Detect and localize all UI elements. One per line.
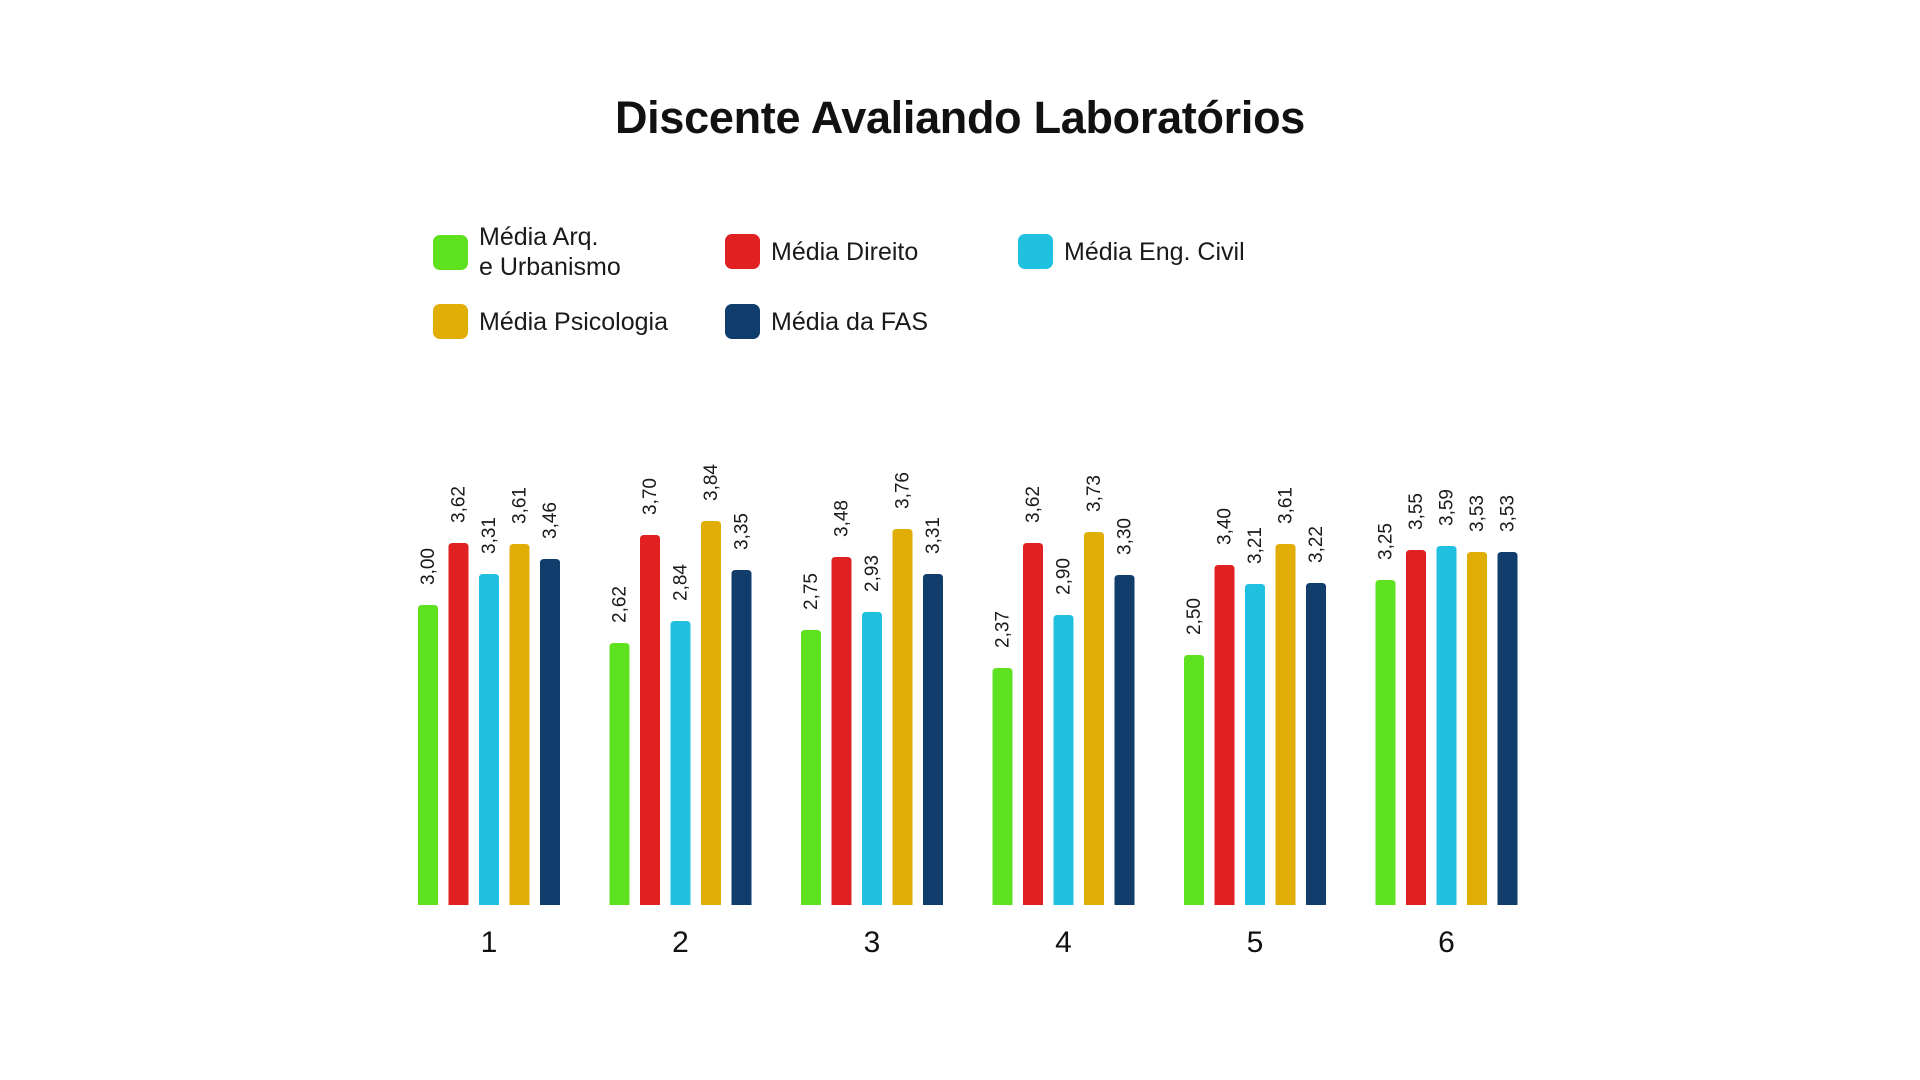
bar-value-label: 2,84 [671,564,692,601]
bar-value-label: 2,62 [610,586,631,623]
bar-series4-cat1 [509,544,530,905]
legend-label-psicologia: Média Psicologia [479,307,668,336]
bar-value-label: 3,48 [832,500,853,537]
bar-value-label: 3,76 [893,472,914,509]
bar-value-label: 3,62 [1023,486,1044,523]
bar-series1-cat3 [801,630,821,905]
bar-series5-cat5 [1306,583,1326,905]
bar-value-label: 3,61 [510,487,531,524]
bar-value-label: 3,40 [1215,508,1236,545]
legend-item-psicologia: Média Psicologia [433,304,668,339]
bar-series2-cat5 [1214,565,1235,905]
legend-swatch-eng-civil [1018,234,1053,269]
bar-series3-cat6 [1436,546,1457,905]
legend-label-eng-civil: Média Eng. Civil [1064,237,1245,266]
legend-item-arq-urbanismo: Média Arq. e Urbanismo [433,222,621,282]
bar-series4-cat2 [701,521,721,905]
bar-series4-cat5 [1275,544,1296,905]
bar-value-label: 3,73 [1084,475,1105,512]
bar-value-label: 3,84 [701,464,722,501]
bar-value-label: 3,62 [449,486,470,523]
legend-item-eng-civil: Média Eng. Civil [1018,234,1245,269]
bar-value-label: 3,00 [418,548,439,585]
bar-series5-cat2 [731,570,752,905]
bar-series5-cat3 [923,574,943,905]
category-label: 6 [1438,926,1455,959]
bar-value-label: 2,50 [1184,598,1205,635]
bar-series1-cat2 [609,643,630,905]
category-label: 5 [1247,926,1264,959]
bar-series4-cat4 [1084,532,1104,905]
bar-value-label: 3,31 [479,517,500,554]
legend-label-arq-urbanismo: Média Arq. e Urbanismo [479,223,621,281]
bar-series3-cat1 [479,574,499,905]
bar-series2-cat2 [640,535,660,905]
bar-value-label: 3,30 [1115,518,1136,555]
bar-series1-cat5 [1184,655,1204,905]
legend-label-fas: Média da FAS [771,307,929,336]
bar-series5-cat4 [1114,575,1135,905]
chart-title: Discente Avaliando Laboratórios [614,92,1306,143]
bar-value-label: 3,70 [640,478,661,515]
bar-series1-cat4 [992,668,1013,905]
legend: Média Arq. e Urbanismo Média Direito Méd… [433,222,1333,352]
bar-series3-cat2 [670,621,691,905]
bar-series3-cat5 [1245,584,1265,905]
legend-label-direito: Média Direito [771,237,919,266]
category-label: 4 [1055,926,1072,959]
category-label: 1 [481,926,498,959]
bar-value-label: 2,75 [801,573,822,610]
bar-series2-cat6 [1406,550,1426,905]
category-label: 3 [864,926,881,959]
category-label: 2 [672,926,689,959]
bar-value-label: 2,37 [993,611,1014,648]
legend-swatch-psicologia [433,304,468,339]
legend-swatch-arq-urbanismo [433,234,468,270]
legend-item-direito: Média Direito [725,234,918,269]
bar-series2-cat3 [831,557,852,905]
bar-value-label: 3,31 [923,517,944,554]
bar-series5-cat1 [540,559,560,905]
legend-swatch-direito [725,234,760,269]
bar-value-label: 3,61 [1276,487,1297,524]
bar-value-label: 3,25 [1376,523,1397,560]
bar-value-label: 3,21 [1245,527,1266,564]
bar-series1-cat1 [418,605,438,905]
bar-value-label: 3,53 [1498,495,1519,532]
bar-value-label: 2,93 [862,555,883,592]
bar-series1-cat6 [1375,580,1396,905]
bar-value-label: 3,22 [1306,526,1327,563]
bar-series4-cat3 [892,529,913,905]
legend-item-fas: Média da FAS [725,304,928,339]
bar-value-label: 3,35 [732,513,753,550]
bar-series4-cat6 [1467,552,1487,905]
bar-value-label: 3,46 [540,502,561,539]
legend-swatch-fas [725,304,760,339]
bar-value-label: 2,90 [1054,558,1075,595]
bar-value-label: 3,55 [1406,493,1427,530]
bar-series2-cat4 [1023,543,1043,905]
bar-value-label: 3,59 [1437,489,1458,526]
bar-series3-cat3 [862,612,882,905]
bar-series3-cat4 [1053,615,1074,905]
bar-series2-cat1 [448,543,469,905]
bar-value-label: 3,53 [1467,495,1488,532]
bar-series5-cat6 [1497,552,1518,905]
